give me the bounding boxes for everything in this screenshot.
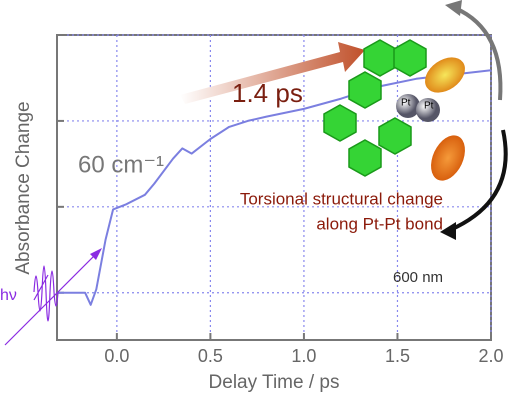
x-tick-label: 2.0 — [478, 346, 503, 366]
atom-label: Pt — [401, 98, 411, 109]
grid: 0.0 0.5 1.0 1.5 2.0 — [57, 34, 504, 366]
molecule — [323, 39, 427, 177]
x-tick-label: 1.5 — [385, 346, 410, 366]
pump-label: hν — [0, 287, 17, 304]
rotation-arrow-head — [440, 222, 456, 240]
x-axis-label: Delay Time / ps — [209, 372, 340, 393]
x-tick-label: 0.0 — [104, 346, 129, 366]
rotation-arrow — [449, 129, 508, 232]
mechanism-label: Torsional structural change — [240, 189, 443, 208]
x-tick-label: 0.5 — [198, 346, 223, 366]
atom — [396, 94, 420, 118]
x-tick-label: 1.0 — [291, 346, 316, 366]
pump-arrow-head — [90, 248, 102, 260]
pump-pulse — [33, 265, 59, 322]
rotation-arrow — [454, 6, 503, 101]
atom-label: Pt — [424, 101, 434, 112]
rise-arrow — [180, 42, 365, 104]
wavelength-label: 600 nm — [393, 269, 443, 286]
mechanism-label: along Pt-Pt bond — [316, 214, 443, 233]
atom — [416, 98, 440, 122]
pump-arrow — [4, 251, 99, 346]
orbital — [425, 57, 465, 93]
frequency-label: 60 cm⁻¹ — [78, 151, 164, 178]
rise-time-label: 1.4 ps — [232, 78, 303, 108]
orbital — [431, 135, 465, 181]
rotation-arrow-head — [445, 0, 462, 16]
y-axis-label: Absorbance Change — [13, 101, 34, 274]
